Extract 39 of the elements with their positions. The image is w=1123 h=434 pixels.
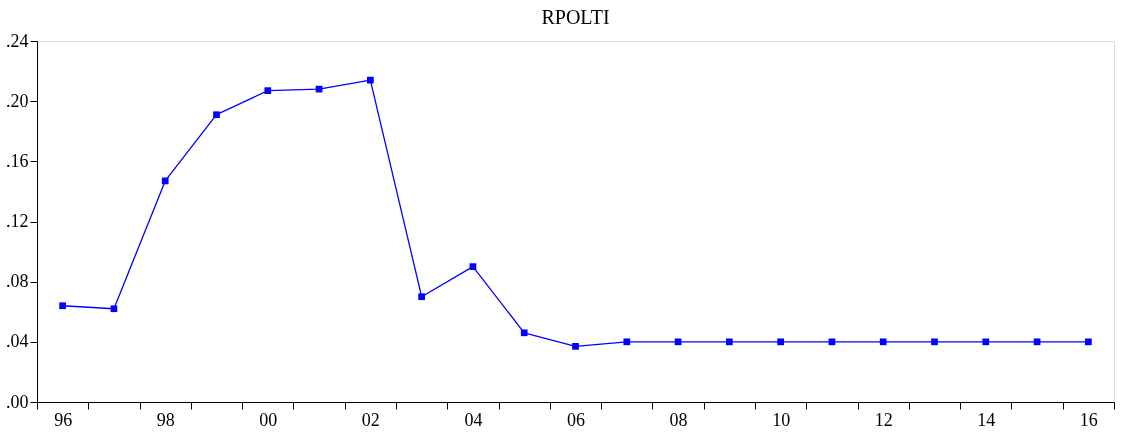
point [726, 338, 733, 346]
point [418, 293, 425, 301]
point [828, 338, 836, 346]
point [520, 329, 528, 337]
x-tick-label: 12 [874, 409, 893, 430]
y-tick-label: .08 [6, 271, 29, 292]
x-tick-label: 16 [1079, 409, 1098, 430]
chart-title: RPOLTI [541, 6, 610, 28]
point [1033, 338, 1041, 346]
x-tick-label: 98 [156, 409, 175, 430]
x-tick-label: 08 [669, 409, 688, 430]
point [367, 76, 374, 84]
point [623, 338, 631, 346]
y-tick-label: .24 [6, 30, 29, 51]
point [674, 338, 682, 346]
point [931, 338, 938, 346]
point [110, 305, 118, 313]
x-tick-label: 06 [567, 409, 585, 430]
x-tick-label: 02 [361, 409, 380, 430]
y-tick-label: .20 [6, 90, 29, 111]
y-tick-label: .04 [6, 331, 29, 352]
point [982, 338, 990, 346]
point [572, 342, 579, 350]
x-tick-label: 10 [772, 409, 791, 430]
y-tick-label: .12 [6, 211, 29, 231]
x-tick-label: 14 [977, 409, 996, 430]
point [879, 338, 887, 346]
x-tick-label: 00 [259, 409, 278, 430]
point [469, 263, 477, 270]
point [213, 111, 220, 119]
point [161, 177, 169, 185]
point [59, 302, 66, 310]
y-tick-label: .00 [6, 391, 29, 412]
point [777, 338, 784, 346]
x-tick-label: 04 [464, 409, 483, 430]
point [264, 87, 272, 94]
point [1085, 338, 1092, 346]
x-tick-label: 96 [54, 409, 73, 430]
y-tick-label: .16 [6, 150, 29, 171]
